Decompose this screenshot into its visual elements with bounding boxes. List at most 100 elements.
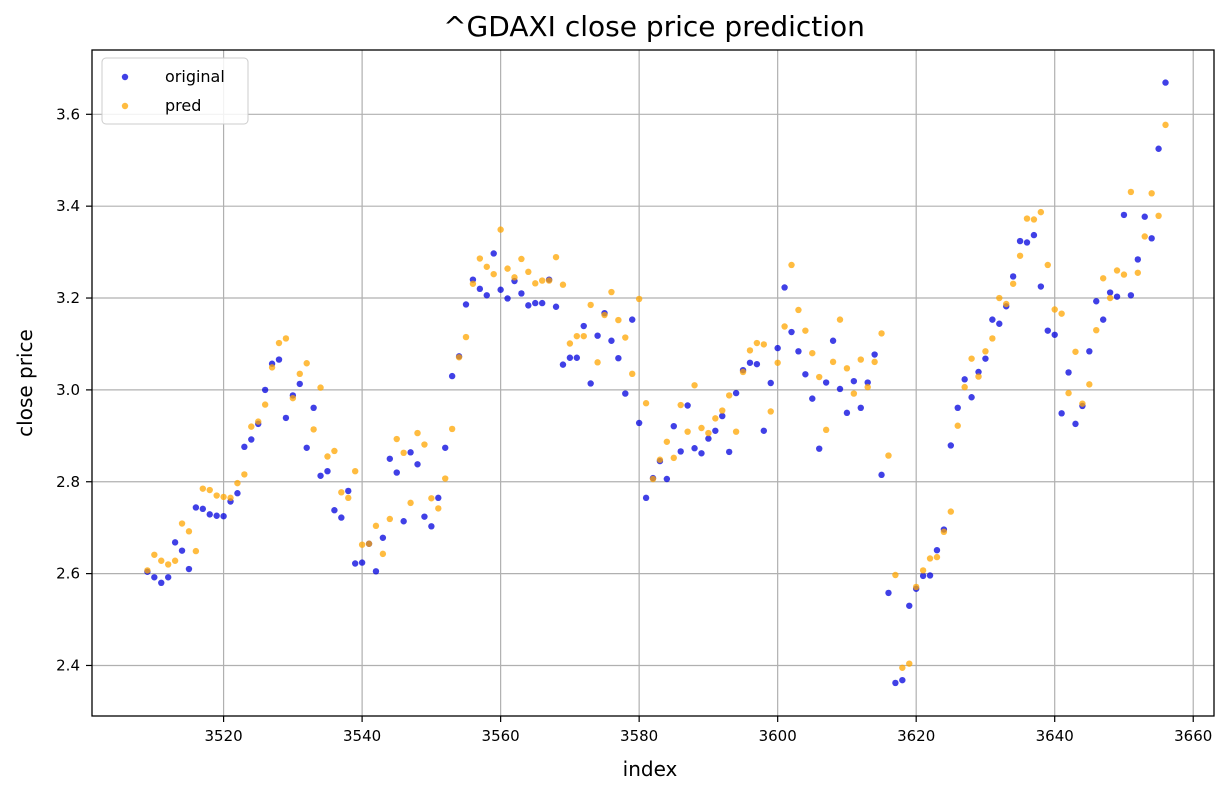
original-point	[213, 512, 220, 519]
original-point	[566, 354, 574, 361]
original-point	[642, 494, 650, 502]
pred-point	[372, 522, 380, 530]
pred-point	[809, 349, 816, 357]
original-point	[552, 303, 560, 310]
pred-point	[164, 561, 172, 568]
pred-point	[442, 475, 449, 482]
pred-point	[199, 485, 207, 492]
original-point	[677, 448, 684, 455]
pred-point	[622, 334, 629, 341]
original-point	[933, 546, 941, 554]
original-point	[1106, 289, 1114, 296]
original-point	[476, 285, 484, 293]
original-point	[684, 402, 691, 409]
pred-point	[476, 255, 484, 262]
pred-point	[996, 294, 1003, 302]
pred-point	[850, 390, 858, 397]
pred-point	[282, 335, 290, 342]
y-axis-title: close price	[13, 329, 37, 437]
pred-point	[719, 407, 726, 414]
pred-point	[227, 494, 234, 502]
pred-point	[1079, 400, 1086, 407]
original-point	[296, 380, 303, 388]
pred-point	[414, 429, 421, 437]
original-point	[317, 472, 324, 479]
original-point	[1099, 316, 1107, 323]
pred-point	[705, 429, 712, 437]
pred-point	[448, 425, 456, 433]
pred-point	[171, 557, 179, 564]
original-point	[393, 469, 400, 476]
pred-point	[365, 540, 373, 547]
pred-point	[746, 347, 754, 354]
pred-point	[698, 424, 705, 432]
original-point	[1086, 348, 1093, 355]
original-point	[691, 445, 698, 452]
original-point	[497, 286, 504, 293]
pred-point	[629, 370, 636, 378]
original-point	[594, 332, 601, 339]
pred-point	[1044, 261, 1051, 269]
original-point	[538, 299, 546, 307]
pred-point	[268, 364, 276, 371]
original-point	[802, 371, 809, 378]
pred-point	[331, 447, 338, 455]
pred-point	[767, 408, 774, 415]
original-point	[261, 386, 269, 394]
pred-point	[393, 435, 400, 443]
original-point	[878, 471, 885, 479]
original-point	[1065, 369, 1072, 376]
pred-point	[816, 373, 823, 381]
pred-point	[795, 306, 802, 314]
pred-point	[961, 383, 968, 391]
pred-point	[151, 551, 158, 558]
pred-point	[635, 295, 643, 303]
original-point	[573, 354, 581, 361]
axis-ticks: 3520 3540 3560 3580 3600 3620 3640 3660 2.4 2.6 2.…	[56, 105, 1212, 745]
original-point	[351, 560, 359, 567]
pred-point	[1009, 280, 1017, 287]
pred-point	[864, 383, 871, 391]
pred-point	[1155, 212, 1162, 220]
original-point	[345, 487, 352, 495]
pred-point	[677, 401, 684, 409]
original-point	[989, 316, 996, 323]
pred-point	[857, 356, 864, 363]
original-point	[753, 360, 761, 368]
original-point	[199, 505, 207, 513]
original-point	[816, 445, 823, 452]
pred-point	[386, 515, 394, 523]
original-point	[490, 250, 497, 257]
pred-point	[1023, 215, 1031, 222]
original-point	[248, 436, 255, 443]
original-point	[275, 356, 283, 363]
pred-point	[587, 301, 594, 309]
pred-point	[781, 323, 788, 330]
original-point	[864, 379, 871, 386]
pred-point	[788, 261, 795, 269]
pred-point	[303, 360, 310, 367]
legend-marker-original	[121, 73, 129, 81]
original-point	[338, 514, 345, 521]
pred-point	[691, 382, 698, 389]
original-point	[1051, 331, 1058, 338]
pred-point	[1141, 233, 1148, 240]
original-point	[1037, 283, 1045, 290]
pred-point	[739, 368, 747, 376]
pred-point	[919, 567, 927, 574]
original-point	[220, 513, 227, 520]
pred-point	[601, 311, 608, 319]
pred-point	[1162, 121, 1169, 129]
pred-point	[1086, 381, 1093, 388]
original-point	[185, 565, 193, 573]
x-tick-label: 3620	[897, 727, 935, 745]
original-point	[698, 450, 705, 457]
pred-point	[483, 263, 490, 270]
pred-point	[407, 499, 414, 507]
pred-point	[885, 452, 892, 459]
pred-point	[511, 274, 518, 281]
legend-label-original: original	[165, 67, 225, 86]
original-point	[206, 511, 213, 518]
original-point	[670, 422, 677, 430]
pred-point	[296, 370, 303, 378]
